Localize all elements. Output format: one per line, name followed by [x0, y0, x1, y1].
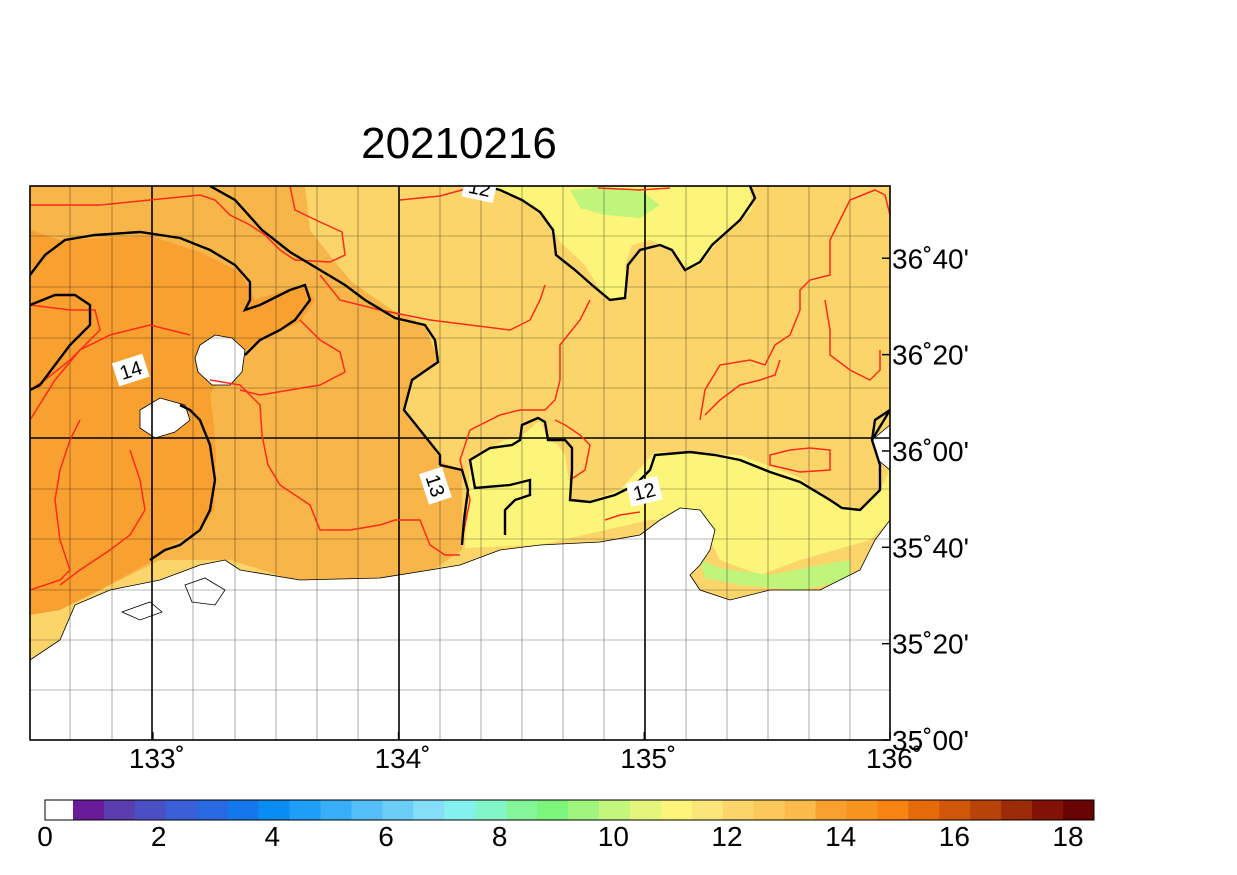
colorbar-tick-label: 6 [378, 821, 394, 852]
colorbar-cell [165, 800, 198, 820]
contour-label: 12 [625, 475, 663, 507]
contour-label-bg [419, 466, 452, 505]
colorbar-cell [103, 800, 136, 820]
band-10-11-coast [700, 560, 850, 590]
land-mainland [30, 507, 890, 740]
colorbar-tick-label: 16 [939, 821, 970, 852]
colorbar-cell [784, 800, 817, 820]
lat-tick-label: 35˚40' [892, 532, 969, 563]
lat-tick-label: 36˚40' [892, 243, 969, 274]
colorbar-cell [1032, 800, 1064, 820]
lat-tick-label: 35˚00' [892, 725, 969, 756]
contour-label-text: 12 [631, 479, 658, 506]
colorbar-cell [382, 800, 414, 820]
colorbar-cell [660, 800, 693, 820]
sst-field: 14 13 12 12 [30, 176, 890, 740]
colorbar-cell [1063, 800, 1095, 820]
lon-tick-label: 136˚ [866, 743, 922, 774]
colorbar-cell [196, 800, 229, 820]
colorbar: 0 2 4 6 8 10 12 14 16 18 [37, 799, 1095, 852]
colorbar-tick-label: 2 [151, 821, 167, 852]
land-okinoshima [194, 334, 246, 386]
band-10-11-north [570, 188, 660, 218]
major-grid [30, 186, 890, 740]
colorbar-cell [568, 800, 600, 820]
colorbar-tick-label: 14 [825, 821, 856, 852]
colorbar-cell [629, 800, 662, 820]
colorbar-cell [45, 800, 74, 820]
colorbar-cell [722, 800, 755, 820]
colorbar-tick-label: 8 [492, 821, 508, 852]
lat-tick-label: 35˚20' [892, 629, 969, 660]
map-title: 20210216 [361, 119, 557, 168]
contour-label: 13 [419, 466, 452, 505]
colorbar-cell [413, 800, 445, 820]
colorbar-cell [289, 800, 322, 820]
contours-minor [30, 186, 890, 591]
colorbar-cell [691, 800, 724, 820]
colorbar-tick-label: 4 [265, 821, 281, 852]
lon-tick-label: 134˚ [375, 743, 431, 774]
colorbar-cell [320, 800, 352, 820]
colorbar-cell [73, 800, 105, 820]
contour-label-bg [111, 353, 150, 387]
colorbar-cell [598, 800, 631, 820]
colorbar-cell [227, 800, 260, 820]
colorbar-cell [475, 800, 507, 820]
contour-label: 14 [111, 353, 150, 387]
colorbar-cell [134, 800, 167, 820]
colorbar-tick-label: 0 [37, 821, 53, 852]
lat-tick-label: 36˚20' [892, 340, 969, 371]
colorbar-cell [444, 800, 476, 820]
latitude-ticks: 35˚00' 35˚20' 35˚40' 36˚00' 36˚20' 36˚40' [882, 243, 969, 756]
colorbar-cell [351, 800, 383, 820]
colorbar-frame [44, 799, 1095, 821]
colorbar-cell [258, 800, 291, 820]
colorbar-cell [815, 800, 847, 820]
map-frame [29, 185, 891, 741]
colorbar-cell [506, 800, 538, 820]
colorbar-cell [939, 800, 971, 820]
lon-tick-label: 135˚ [620, 743, 676, 774]
longitude-ticks: 133˚ 134˚ 135˚ 136˚ [129, 732, 922, 774]
contour-labels: 14 13 12 12 [111, 176, 663, 507]
band-11-12-ne [485, 186, 752, 302]
colorbar-cell [846, 800, 878, 820]
colorbar-tick-label: 18 [1052, 821, 1083, 852]
contour-label-text: 12 [466, 176, 492, 202]
lon-tick-label: 133˚ [129, 743, 185, 774]
contour-label-bg [461, 186, 498, 204]
colorbar-cell [753, 800, 786, 820]
colorbar-cell [908, 800, 940, 820]
colorbar-cell [970, 800, 1002, 820]
contour-label: 12 [461, 176, 498, 204]
contour-label-bg [625, 475, 663, 507]
colorbar-cell [537, 800, 569, 820]
minor-grid [30, 186, 890, 740]
land-lake-2 [184, 577, 226, 606]
colorbar-tick-label: 12 [711, 821, 742, 852]
contours-major [30, 186, 890, 561]
colorbar-cell [877, 800, 909, 820]
lat-tick-label: 36˚00' [892, 436, 969, 467]
colorbar-tick-label: 10 [598, 821, 629, 852]
band-11-12-se [465, 420, 890, 575]
colorbar-cell [1001, 800, 1033, 820]
